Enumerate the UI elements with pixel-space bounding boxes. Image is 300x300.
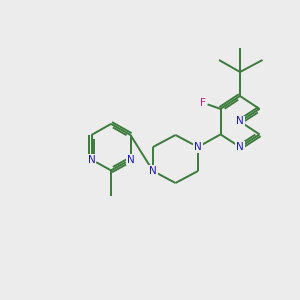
Text: N: N	[127, 154, 134, 165]
Text: F: F	[200, 98, 206, 108]
Text: N: N	[149, 166, 157, 176]
Text: N: N	[236, 116, 244, 127]
Text: N: N	[88, 154, 95, 165]
Text: N: N	[194, 142, 202, 152]
Text: N: N	[236, 142, 244, 152]
